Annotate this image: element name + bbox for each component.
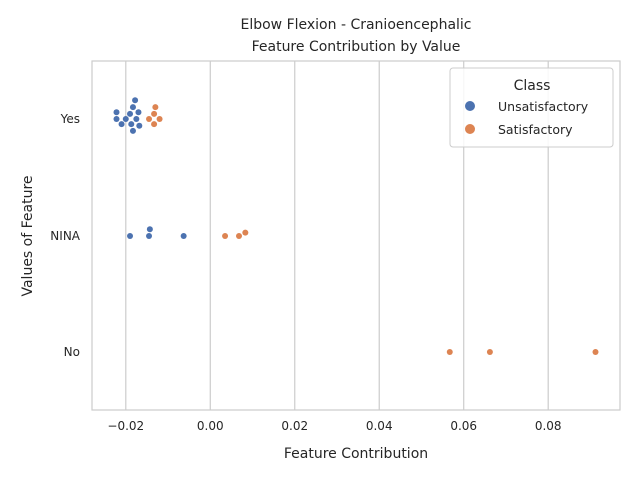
data-point-unsatisfactory	[136, 122, 143, 129]
data-point-unsatisfactory	[118, 121, 125, 128]
x-tick-label: 0.08	[535, 419, 562, 433]
legend-label-satisfactory: Satisfactory	[498, 122, 573, 137]
data-point-satisfactory	[242, 229, 249, 236]
data-point-unsatisfactory	[122, 116, 129, 122]
x-tick-label: 0.06	[450, 419, 477, 433]
legend-marker-unsatisfactory	[465, 101, 475, 111]
data-point-unsatisfactory	[129, 127, 136, 134]
data-point-unsatisfactory	[113, 116, 120, 122]
plot-frame	[91, 60, 621, 411]
data-point-unsatisfactory	[180, 233, 187, 239]
legend-box	[449, 67, 614, 148]
y-axis-label: Values of Feature	[20, 175, 36, 296]
x-tick-label: 0.02	[281, 419, 308, 433]
data-point-satisfactory	[156, 116, 163, 122]
data-point-unsatisfactory	[146, 233, 153, 239]
x-tick-label: 0.00	[197, 419, 224, 433]
legend-label-unsatisfactory: Unsatisfactory	[498, 99, 589, 114]
x-tick-label: −0.02	[107, 419, 144, 433]
data-point-unsatisfactory	[129, 104, 136, 111]
data-point-satisfactory	[146, 116, 153, 122]
legend-marker-satisfactory	[465, 124, 475, 134]
data-point-unsatisfactory	[127, 233, 134, 239]
x-tick-label: 0.04	[366, 419, 393, 433]
data-point-satisfactory	[592, 349, 599, 355]
x-axis-label: Feature Contribution	[284, 446, 428, 462]
data-point-unsatisfactory	[135, 109, 142, 116]
y-tick-label: NINA	[50, 229, 80, 243]
data-point-satisfactory	[151, 110, 158, 117]
y-tick-labels: Yes NINA No	[50, 112, 80, 359]
data-point-unsatisfactory	[146, 226, 153, 233]
chart-title: Elbow Flexion - Cranioencephalic	[240, 17, 471, 33]
data-point-unsatisfactory	[132, 97, 139, 104]
chart-subtitle: Feature Contribution by Value	[252, 39, 461, 55]
data-point-unsatisfactory	[133, 116, 140, 122]
data-point-satisfactory	[486, 349, 493, 355]
data-point-satisfactory	[151, 121, 158, 128]
data-point-satisfactory	[222, 233, 229, 239]
data-point-unsatisfactory	[128, 121, 135, 128]
legend: Class Unsatisfactory Satisfactory	[449, 67, 614, 148]
legend-title: Class	[514, 78, 551, 94]
y-tick-label: No	[64, 345, 80, 359]
data-points	[113, 97, 599, 355]
data-point-satisfactory	[236, 233, 242, 239]
data-point-unsatisfactory	[127, 110, 134, 117]
x-tick-labels: −0.02 0.00 0.02 0.04 0.06 0.08	[107, 419, 561, 433]
y-tick-label: Yes	[60, 112, 80, 126]
data-point-unsatisfactory	[113, 109, 120, 116]
data-point-satisfactory	[152, 104, 159, 111]
data-point-satisfactory	[446, 349, 453, 355]
